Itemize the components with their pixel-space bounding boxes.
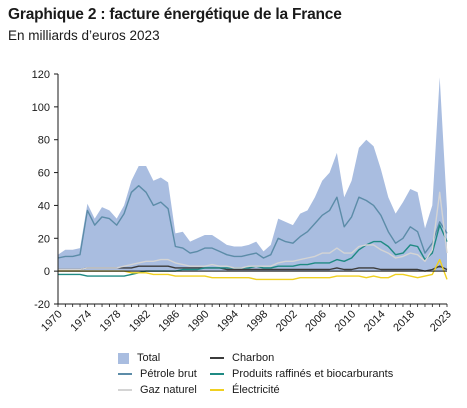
legend-swatch-charbon <box>210 357 224 359</box>
chart-subtitle: En milliards d’euros 2023 <box>8 28 160 43</box>
legend-label-produits: Produits raffinés et biocarburants <box>232 368 394 380</box>
legend-item-petrole: Pétrole brut <box>118 368 197 380</box>
series-line-petrole-brut <box>57 184 448 259</box>
x-tick-label: 1978 <box>98 308 124 334</box>
series-line-gaz-naturel <box>58 191 448 271</box>
legend-item-electricite: Électricité <box>210 384 280 396</box>
y-tick-label: 0 <box>44 266 50 278</box>
legend-label-charbon: Charbon <box>232 352 275 364</box>
legend-label-petrole: Pétrole brut <box>140 368 197 380</box>
y-tick-label: 120 <box>32 69 50 81</box>
x-tick-label: 2014 <box>362 308 388 334</box>
x-tick-label: 2002 <box>274 308 300 334</box>
x-tick-label: 1990 <box>186 308 212 334</box>
x-tick-label: 2010 <box>333 308 359 334</box>
legend-swatch-gaz <box>118 389 132 391</box>
series-line-produits-raffines-et-biocarburants <box>58 224 448 277</box>
legend-swatch-produits <box>210 373 224 375</box>
legend-item-gaz: Gaz naturel <box>118 384 197 396</box>
y-tick-label: 80 <box>38 135 50 147</box>
y-tick-label: 40 <box>38 200 50 212</box>
x-tick-label: 1970 <box>39 308 65 334</box>
legend-label-total: Total <box>137 352 161 364</box>
x-tick-label: 2018 <box>391 308 417 334</box>
x-tick-label: 1986 <box>156 308 182 334</box>
y-tick-label: 100 <box>32 102 50 114</box>
legend-item-total: Total <box>118 352 160 364</box>
legend-item-produits: Produits raffinés et biocarburants <box>210 368 393 380</box>
legend-item-charbon: Charbon <box>210 352 274 364</box>
y-tick-label: -20 <box>34 299 50 311</box>
x-tick-label: 1998 <box>244 308 270 334</box>
y-tick-label: 60 <box>38 168 50 180</box>
legend-label-electricite: Électricité <box>232 384 280 396</box>
series-area-total <box>58 77 447 272</box>
legend-swatch-petrole <box>118 373 132 375</box>
y-tick-label: 20 <box>38 233 50 245</box>
legend-label-gaz: Gaz naturel <box>140 384 197 396</box>
x-tick-label: 2006 <box>303 308 329 334</box>
x-tick-label: 1974 <box>68 308 94 334</box>
legend-swatch-total <box>118 352 129 364</box>
legend-swatch-electricite <box>210 389 224 391</box>
x-tick-label: 1982 <box>127 308 153 334</box>
x-tick-label: 2023 <box>428 308 454 334</box>
chart-title: Graphique 2 : facture énergétique de la … <box>8 6 342 23</box>
series-line-charbon <box>58 265 448 272</box>
x-tick-label: 1994 <box>215 308 241 334</box>
